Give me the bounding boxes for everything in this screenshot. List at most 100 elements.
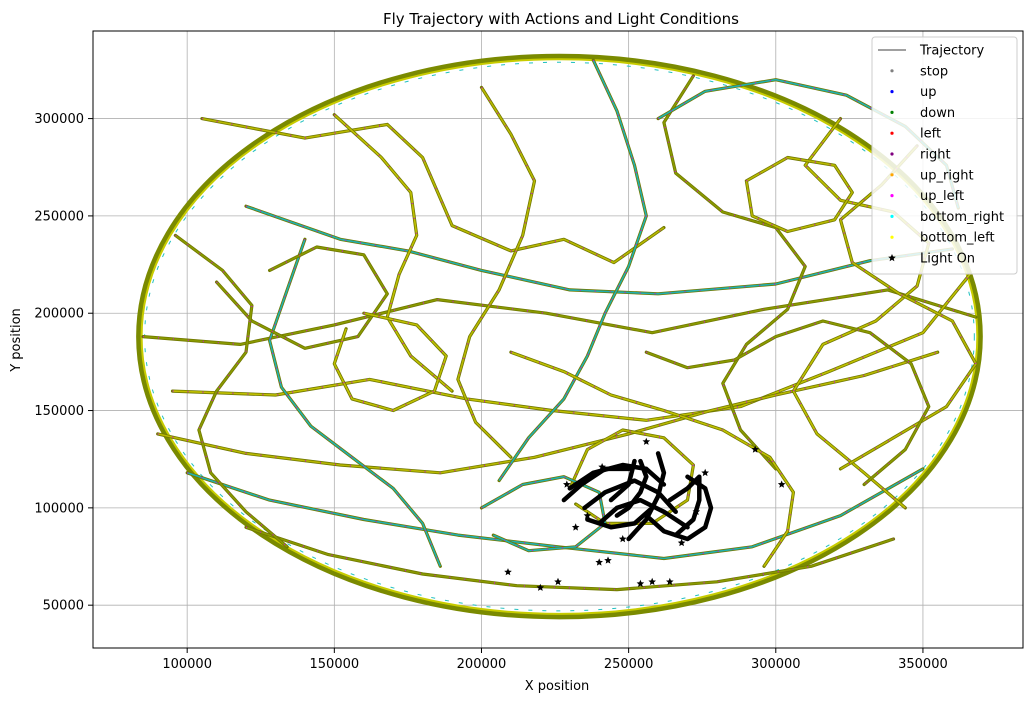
trajectory-path-highlight [245, 526, 894, 591]
light-on-path [626, 451, 667, 542]
light-on-marker [636, 579, 645, 587]
x-tick-label: 250000 [604, 657, 654, 672]
legend-swatch-dot [890, 173, 894, 177]
light-on-marker [666, 577, 674, 586]
trajectory-path-highlight [333, 114, 453, 392]
trajectory-path [141, 288, 978, 346]
light-on-marker [692, 507, 701, 515]
legend-label: stop [920, 64, 948, 79]
trajectory-action-dots [201, 117, 665, 264]
y-tick-label: 250000 [34, 209, 84, 224]
light-on-marker [554, 577, 562, 586]
plot-frame [92, 30, 1024, 649]
trajectory-path [662, 74, 807, 471]
light-on-marker [536, 583, 545, 591]
arena-edge-outer [136, 53, 983, 620]
y-tick-label: 300000 [34, 112, 84, 127]
trajectory-path-highlight [663, 75, 807, 470]
x-axis-title: X position [525, 679, 590, 694]
legend-swatch-dot [890, 69, 894, 73]
trajectory-path-highlight [157, 351, 938, 474]
trajectory-path-highlight [510, 351, 795, 567]
x-axis-ticks: 100000 150000 200000 250000 300000 350000 [162, 648, 948, 672]
x-tick-label: 350000 [898, 657, 948, 672]
light-on-path [596, 497, 690, 530]
light-on-path [608, 458, 637, 503]
y-tick-label: 100000 [34, 501, 84, 516]
legend-swatch-dot [890, 194, 894, 198]
y-axis-title: Y position [9, 308, 24, 373]
legend-swatch-dot [890, 214, 894, 218]
light-on-marker [618, 535, 627, 543]
y-tick-label: 150000 [34, 404, 84, 419]
trajectory-layer [141, 58, 978, 592]
legend-label: Trajectory [919, 44, 984, 59]
trajectory-path-highlight [646, 320, 930, 486]
trajectory-action-dots [172, 273, 971, 422]
light-on-marker [777, 480, 786, 488]
chart-title: Fly Trajectory with Actions and Light Co… [383, 10, 739, 28]
light-on-path [582, 478, 678, 515]
light-on-marker [604, 556, 612, 564]
legend-box [871, 36, 1018, 275]
trajectory-action-dots [792, 118, 930, 509]
trajectory-path-highlight [268, 239, 442, 567]
x-tick-label: 100000 [162, 657, 212, 672]
light-on-marker [677, 538, 686, 547]
trajectory-path-highlight [174, 234, 288, 548]
light-on-marker [701, 468, 709, 477]
trajectory-path [479, 475, 607, 553]
trajectory-path [244, 204, 955, 296]
light-on-marker [648, 577, 656, 586]
trajectory-path [200, 116, 666, 265]
legend-label: right [920, 148, 951, 163]
trajectory-action-dots [245, 205, 953, 295]
light-on-marker [751, 445, 759, 453]
light-on-path [614, 458, 649, 518]
trajectory-path-highlight [245, 205, 953, 295]
x-tick-label: 150000 [310, 657, 360, 672]
legend-swatch-dot [890, 235, 894, 239]
legend-label: left [920, 127, 941, 142]
light-on-marker [642, 437, 651, 445]
legend-swatch-dot [890, 152, 894, 156]
light-on-path [644, 474, 714, 542]
y-tick-label: 50000 [43, 599, 84, 614]
legend-swatch-dot [890, 110, 894, 114]
trajectory-path-highlight [481, 475, 606, 552]
legend-swatch-dot [890, 90, 894, 94]
legend-label: Light On [920, 252, 975, 267]
arena-edge-accent [144, 61, 975, 612]
x-tick-label: 200000 [457, 657, 507, 672]
light-on-path [567, 462, 667, 491]
trajectory-action-dots [157, 351, 938, 474]
light-on-path [585, 505, 655, 530]
light-on-path [561, 466, 631, 503]
light-on-path [667, 474, 702, 538]
trajectory-path [244, 525, 896, 592]
trajectory-path-highlight [201, 117, 665, 264]
light-on-marker [571, 523, 580, 531]
light-on-marker [598, 463, 606, 471]
legend-label: up [920, 85, 937, 100]
light-on-marker [504, 568, 512, 576]
light-on-marker [583, 511, 592, 519]
trajectory-path [509, 350, 796, 568]
trajectory-action-dots [510, 351, 795, 567]
trajectory-action-dots [569, 429, 695, 525]
x-tick-label: 300000 [751, 657, 801, 672]
legend-swatch-star [888, 254, 896, 262]
light-on-marker [563, 480, 571, 488]
legend-swatch-dot [890, 131, 894, 135]
legend-label: up_right [920, 168, 974, 183]
y-axis-ticks: 50000 100000 150000 200000 250000 300000 [34, 112, 93, 614]
light-on-marker [595, 558, 603, 566]
light-on-layer [504, 437, 786, 591]
legend-label: bottom_left [920, 231, 995, 246]
legend: Trajectory stop up down left right up_right up_… [871, 36, 1018, 275]
trajectory-path-highlight [457, 86, 536, 458]
legend-label: bottom_right [920, 210, 1004, 225]
legend-label: down [920, 106, 955, 121]
legend-label: up_left [920, 189, 964, 204]
